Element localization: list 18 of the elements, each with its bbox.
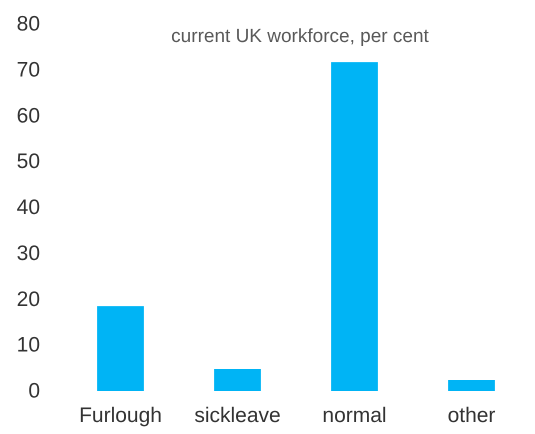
x-tick-label: Furlough (79, 404, 162, 427)
x-tick-label: sickleave (194, 404, 281, 427)
x-tick-label: other (448, 404, 496, 427)
y-tick-label: 80 (16, 12, 40, 36)
chart-title: current UK workforce, per cent (171, 26, 430, 47)
y-tick-label: 20 (16, 288, 40, 311)
y-tick-label: 30 (16, 242, 40, 265)
y-tick-label: 40 (16, 196, 40, 219)
x-tick-label: normal (322, 404, 387, 427)
bar (97, 306, 144, 391)
bar (331, 62, 378, 391)
bar (214, 368, 261, 391)
y-tick-label: 0 (28, 380, 40, 402)
y-tick-label: 50 (16, 150, 40, 174)
y-tick-label: 60 (16, 104, 40, 128)
y-tick-label: 10 (16, 334, 40, 357)
bar (448, 380, 495, 391)
y-tick-label: 70 (16, 58, 40, 82)
